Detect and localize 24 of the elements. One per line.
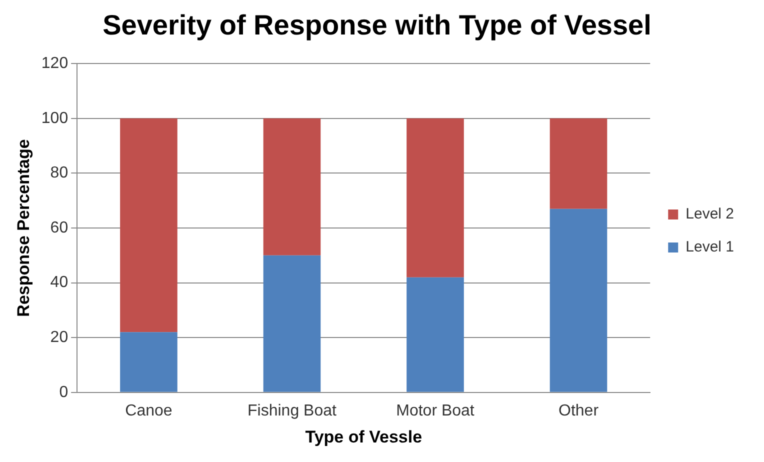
- x-tick-label: Fishing Boat: [248, 402, 338, 420]
- legend-label: Level 2: [686, 206, 734, 223]
- bar: [263, 255, 321, 392]
- y-tick-label: 120: [41, 55, 68, 72]
- y-tick-label: 100: [41, 110, 68, 127]
- x-tick-label: Canoe: [125, 402, 172, 420]
- bar: [550, 208, 608, 392]
- x-tick-label: Other: [558, 402, 600, 420]
- legend-label: Level 1: [686, 238, 734, 256]
- y-tick-label: 80: [50, 164, 68, 182]
- x-axis-title: Type of Vessle: [305, 427, 422, 446]
- bar: [550, 118, 608, 209]
- y-tick-label: 40: [50, 274, 68, 292]
- bar: [120, 332, 178, 392]
- bar: [406, 118, 464, 278]
- bar: [406, 277, 464, 392]
- bar: [263, 118, 321, 256]
- y-tick-label: 0: [59, 384, 68, 401]
- y-tick-label: 20: [50, 329, 68, 346]
- chart-title: Severity of Response with Type of Vessel: [102, 10, 652, 41]
- x-tick-label: Motor Boat: [396, 402, 475, 420]
- bar: [120, 118, 178, 332]
- y-tick-label: 60: [50, 219, 68, 236]
- y-axis-title: Response Percentage: [14, 139, 33, 317]
